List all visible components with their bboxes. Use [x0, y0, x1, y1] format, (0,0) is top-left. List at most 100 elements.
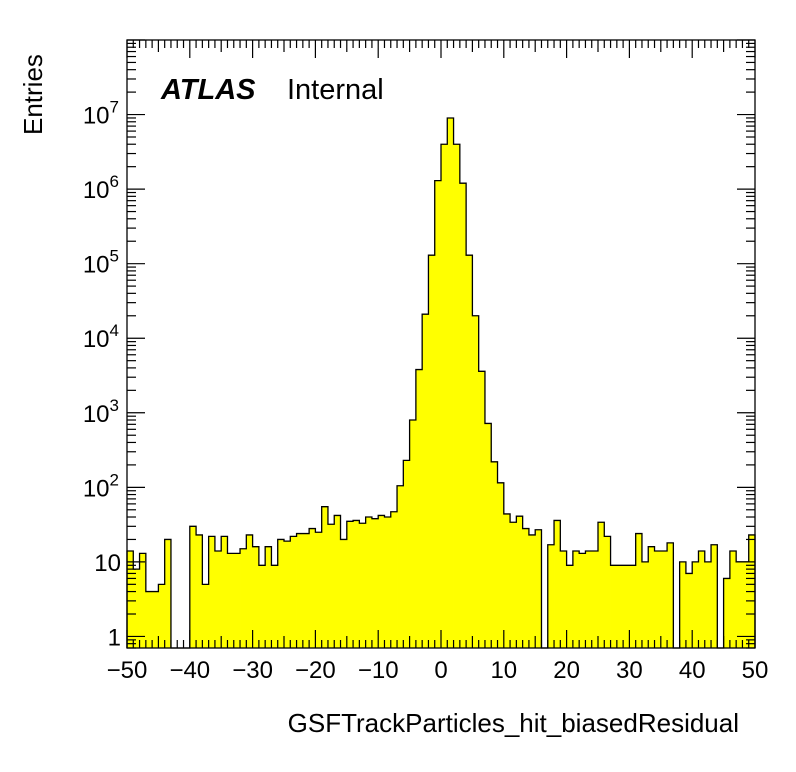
histogram-bin	[152, 591, 159, 648]
y-tick-label: 1	[108, 624, 121, 651]
status-label: Internal	[287, 74, 384, 106]
histogram-bin	[698, 550, 706, 648]
histogram-bin	[189, 526, 197, 648]
x-tick-label: 50	[742, 657, 769, 684]
histogram-bin	[692, 561, 699, 648]
y-tick-label: 103	[83, 396, 119, 428]
histogram-bin	[196, 534, 203, 648]
histogram-bin	[685, 573, 693, 648]
x-tick-label: 40	[679, 657, 706, 684]
histogram-bin	[139, 553, 147, 648]
histogram-bin	[447, 117, 454, 648]
histogram-bin	[616, 565, 624, 648]
histogram-bin	[252, 546, 260, 648]
histogram-bin	[334, 515, 341, 648]
histogram-bin	[202, 584, 210, 648]
histogram-bin	[403, 460, 410, 648]
histogram-bin	[353, 520, 360, 648]
histogram-bin	[302, 533, 310, 648]
x-tick-label: 0	[434, 657, 447, 684]
histogram-bin	[453, 144, 461, 649]
histogram-bin	[510, 522, 517, 648]
y-tick-label: 104	[83, 321, 119, 353]
x-tick-label: −20	[295, 657, 336, 684]
histogram-bin	[265, 546, 272, 648]
histogram-bin	[579, 553, 586, 648]
histogram-bin	[315, 532, 323, 648]
histogram-bin	[346, 521, 354, 648]
histogram-bin	[528, 534, 536, 648]
histogram-bin	[604, 536, 611, 648]
atlas-label: ATLAS	[160, 74, 256, 106]
histogram-bin	[296, 533, 304, 648]
histogram-bin	[711, 544, 718, 648]
histogram-bin	[340, 539, 348, 648]
histogram-bin	[271, 565, 279, 648]
histogram-bin	[321, 506, 329, 648]
histogram-bin	[660, 550, 668, 648]
x-tick-label: 30	[616, 657, 643, 684]
x-axis-title: GSFTrackParticles_hit_biasedResidual	[288, 708, 739, 738]
histogram-bin	[704, 561, 712, 648]
histogram-bin	[535, 529, 542, 648]
histogram-bin	[503, 513, 511, 648]
histogram-bin	[654, 550, 662, 648]
histogram-bin	[635, 533, 643, 648]
y-axis-title: Entries	[18, 54, 48, 135]
histogram-bin	[428, 255, 436, 648]
histogram-bin	[290, 536, 297, 648]
histogram-bin	[158, 584, 166, 648]
x-tick-label: −50	[107, 657, 148, 684]
x-tick-label: −10	[358, 657, 399, 684]
y-tick-label: 10	[94, 550, 121, 577]
histogram-bin	[648, 546, 655, 648]
histogram-bin	[441, 144, 448, 649]
histogram-bin	[246, 534, 253, 648]
histogram-bin	[127, 550, 134, 648]
x-tick-label: 10	[490, 657, 517, 684]
histogram-bin	[491, 461, 498, 648]
histogram-bin	[641, 561, 649, 648]
histogram-bin	[679, 561, 687, 648]
histogram-bin	[472, 315, 480, 648]
histogram-bars	[127, 117, 756, 649]
histogram-bin	[359, 523, 367, 648]
histogram-bin	[547, 544, 555, 648]
histogram-bin	[164, 539, 172, 648]
y-tick-label: 106	[83, 172, 119, 204]
histogram-bin	[384, 517, 392, 648]
histogram-bin	[233, 553, 241, 648]
histogram-bin	[742, 561, 750, 648]
histogram-outline	[126, 117, 756, 649]
histogram-bin	[516, 516, 524, 648]
histogram-bin	[736, 561, 743, 648]
histogram-bin	[723, 578, 731, 648]
histogram-bin	[422, 314, 429, 648]
histogram-bin	[258, 565, 266, 648]
histogram-bin	[729, 550, 737, 648]
histogram-bin	[585, 550, 593, 648]
histogram-bin	[208, 536, 216, 648]
histogram-bin	[434, 180, 442, 649]
axis-ticks	[126, 39, 756, 649]
y-tick-label: 105	[83, 247, 119, 279]
x-tick-label: −30	[232, 657, 273, 684]
histogram-bin	[371, 518, 379, 648]
histogram-bin	[478, 371, 486, 648]
histogram-bin	[145, 591, 153, 648]
histogram-bin	[309, 528, 316, 648]
histogram-bin	[327, 524, 335, 648]
histogram-bin	[378, 515, 385, 648]
histogram-bin	[284, 541, 291, 648]
histogram-bin	[409, 420, 417, 648]
histogram-bin	[484, 423, 492, 648]
histogram-bin	[497, 482, 505, 648]
histogram-bin	[415, 369, 423, 648]
histogram-bin	[221, 536, 228, 648]
histogram-bin	[390, 511, 398, 648]
histogram-bin	[566, 565, 574, 648]
histogram-bin	[133, 569, 140, 648]
histogram-bin	[466, 255, 473, 648]
histogram-bin	[554, 520, 561, 648]
histogram-bin	[623, 565, 630, 648]
